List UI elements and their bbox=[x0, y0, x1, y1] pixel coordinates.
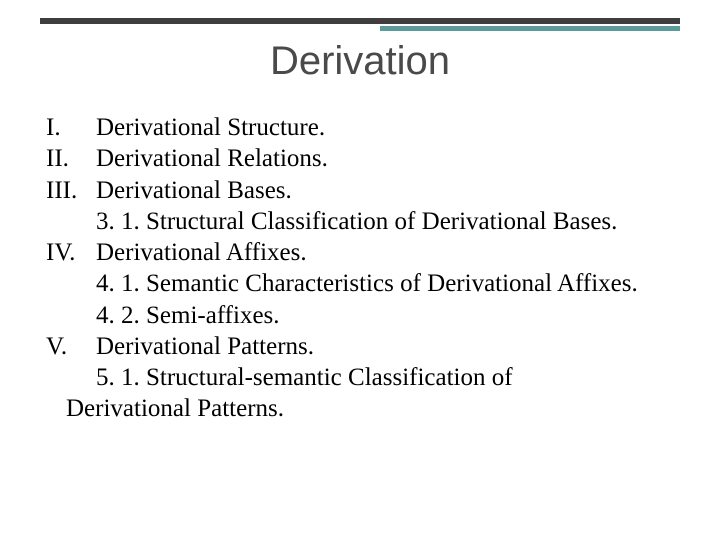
item-text: Derivational Bases. bbox=[96, 175, 680, 206]
outline-subitem: 3. 1. Structural Classification of Deriv… bbox=[46, 206, 680, 237]
item-text: Derivational Relations. bbox=[96, 143, 680, 174]
outline-item: I. Derivational Structure. bbox=[46, 112, 680, 143]
item-text: Derivational Affixes. bbox=[96, 237, 680, 268]
item-number: V. bbox=[46, 331, 96, 362]
item-number: IV. bbox=[46, 237, 96, 268]
outline-item: III. Derivational Bases. bbox=[46, 175, 680, 206]
top-rule bbox=[40, 18, 680, 24]
slide: Derivation I. Derivational Structure. II… bbox=[0, 0, 720, 540]
accent-rule bbox=[380, 26, 680, 31]
outline-list: I. Derivational Structure. II. Derivatio… bbox=[40, 112, 680, 425]
item-text: Derivational Structure. bbox=[96, 112, 680, 143]
slide-title: Derivation bbox=[40, 39, 680, 84]
item-text: Derivational Patterns. bbox=[96, 331, 680, 362]
outline-item: II. Derivational Relations. bbox=[46, 143, 680, 174]
outline-subitem: 5. 1. Structural-semantic Classification… bbox=[46, 362, 680, 393]
outline-subitem-continuation: Derivational Patterns. bbox=[46, 393, 680, 424]
item-number: I. bbox=[46, 112, 96, 143]
outline-item: V. Derivational Patterns. bbox=[46, 331, 680, 362]
outline-subitem: 4. 2. Semi-affixes. bbox=[46, 300, 680, 331]
item-number: III. bbox=[46, 175, 96, 206]
outline-item: IV. Derivational Affixes. bbox=[46, 237, 680, 268]
outline-subitem: 4. 1. Semantic Characteristics of Deriva… bbox=[46, 268, 680, 299]
item-number: II. bbox=[46, 143, 96, 174]
